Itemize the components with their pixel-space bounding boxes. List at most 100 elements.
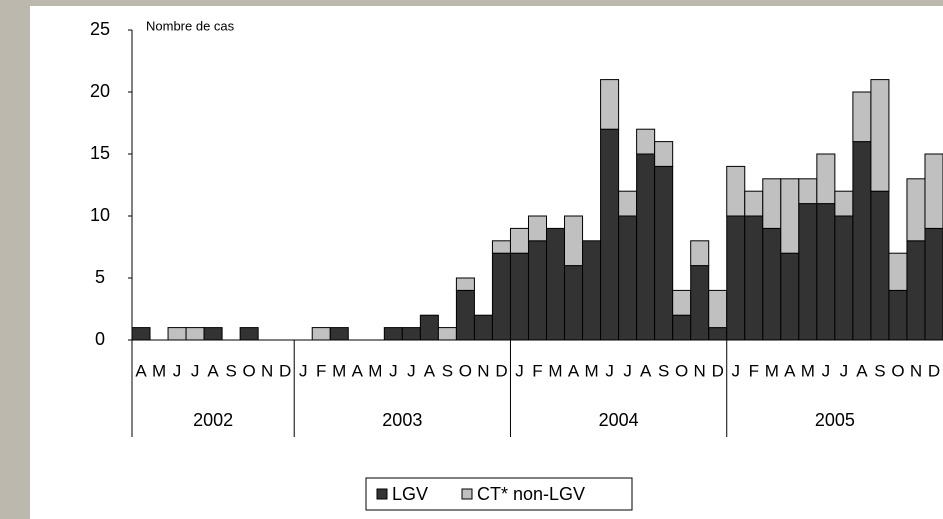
bar-segment — [726, 165, 746, 217]
bar-segment — [708, 289, 728, 329]
bar-segment — [888, 252, 908, 291]
x-tick-label: A — [207, 361, 219, 380]
x-tick-label: O — [243, 361, 256, 380]
x-tick-label: J — [515, 361, 524, 380]
x-tick-label: A — [352, 361, 364, 380]
year-label: 2005 — [815, 410, 855, 430]
bar-segment — [654, 165, 674, 341]
legend-swatch — [461, 488, 473, 500]
y-tick-label: 5 — [95, 267, 105, 287]
y-tick-label: 0 — [95, 329, 105, 349]
bar-segment — [762, 227, 782, 341]
x-tick-label: M — [368, 361, 382, 380]
legend-label: CT* non-LGV — [477, 484, 585, 504]
x-tick-label: N — [261, 361, 273, 380]
bar-segment — [203, 327, 223, 341]
bar-segment — [672, 314, 692, 341]
x-tick-label: F — [749, 361, 759, 380]
x-tick-label: A — [784, 361, 796, 380]
bar-segment — [870, 190, 890, 341]
x-tick-label: D — [279, 361, 291, 380]
x-tick-label: O — [675, 361, 688, 380]
bar-segment — [690, 265, 710, 341]
x-tick-label: J — [623, 361, 632, 380]
bar-segment — [726, 215, 746, 341]
x-tick-label: N — [694, 361, 706, 380]
bar-segment — [870, 79, 890, 192]
x-tick-label: J — [840, 361, 849, 380]
x-tick-label: D — [712, 361, 724, 380]
x-tick-label: O — [891, 361, 904, 380]
bar-segment — [239, 327, 259, 341]
bar-segment — [419, 314, 439, 341]
x-tick-label: A — [424, 361, 436, 380]
bar-segment — [744, 190, 764, 217]
bar-segment — [455, 289, 475, 341]
bar-segment — [185, 327, 205, 341]
bar-segment — [852, 141, 872, 341]
x-tick-label: M — [548, 361, 562, 380]
y-tick-label: 10 — [90, 205, 110, 225]
y-tick-label: 20 — [90, 81, 110, 101]
x-tick-label: A — [640, 361, 652, 380]
bar-segment — [527, 215, 548, 242]
x-tick-label: A — [135, 361, 147, 380]
legend-box — [365, 477, 633, 511]
x-tick-label: F — [316, 361, 326, 380]
bar-segment — [509, 227, 529, 254]
bar-segment — [455, 277, 475, 291]
x-tick-label: S — [874, 361, 885, 380]
bar-segment — [744, 215, 764, 341]
bar-segment — [780, 178, 800, 254]
bar-segment — [708, 327, 728, 341]
y-axis-label: Nombre de cas — [146, 18, 235, 33]
bar-segment — [762, 178, 782, 229]
bar-segment — [527, 240, 548, 341]
bar-segment — [780, 252, 800, 341]
y-tick-label: 25 — [90, 19, 110, 39]
bar-segment — [618, 215, 638, 341]
x-tick-label: D — [495, 361, 507, 380]
y-tick-label: 15 — [90, 143, 110, 163]
bar-segment — [473, 314, 493, 341]
year-label: 2003 — [382, 410, 422, 430]
bar-segment — [888, 289, 908, 341]
x-tick-label: N — [477, 361, 489, 380]
year-label: 2004 — [599, 410, 639, 430]
bar-segment — [600, 79, 620, 130]
bar-segment — [906, 240, 926, 341]
x-tick-label: J — [173, 361, 182, 380]
x-tick-label: M — [332, 361, 346, 380]
x-tick-label: S — [658, 361, 669, 380]
bar-segment — [816, 203, 836, 341]
bar-segment — [437, 327, 457, 341]
bar-segment — [924, 153, 943, 229]
bar-segment — [690, 240, 710, 267]
x-tick-label: J — [191, 361, 200, 380]
bar-segment — [546, 227, 566, 341]
x-tick-label: A — [568, 361, 580, 380]
bar-segment — [906, 178, 926, 242]
x-tick-label: J — [389, 361, 398, 380]
bar-segment — [491, 240, 511, 254]
x-tick-label: M — [765, 361, 779, 380]
x-tick-label: J — [605, 361, 614, 380]
x-tick-label: M — [152, 361, 166, 380]
bar-segment — [509, 252, 529, 341]
bar-segment — [816, 153, 836, 205]
bar-segment — [636, 153, 656, 341]
bar-segment — [852, 91, 872, 143]
bar-segment — [834, 190, 854, 217]
legend-label: LGV — [392, 484, 428, 504]
bar-segment — [636, 128, 656, 155]
bar-segment — [383, 327, 403, 341]
bar-segment — [672, 289, 692, 316]
x-tick-label: A — [856, 361, 868, 380]
bar-segment — [329, 327, 349, 341]
bar-segment — [600, 128, 620, 341]
bar-segment — [564, 265, 584, 341]
bar-segment — [491, 252, 511, 341]
bar-segment — [131, 327, 151, 341]
